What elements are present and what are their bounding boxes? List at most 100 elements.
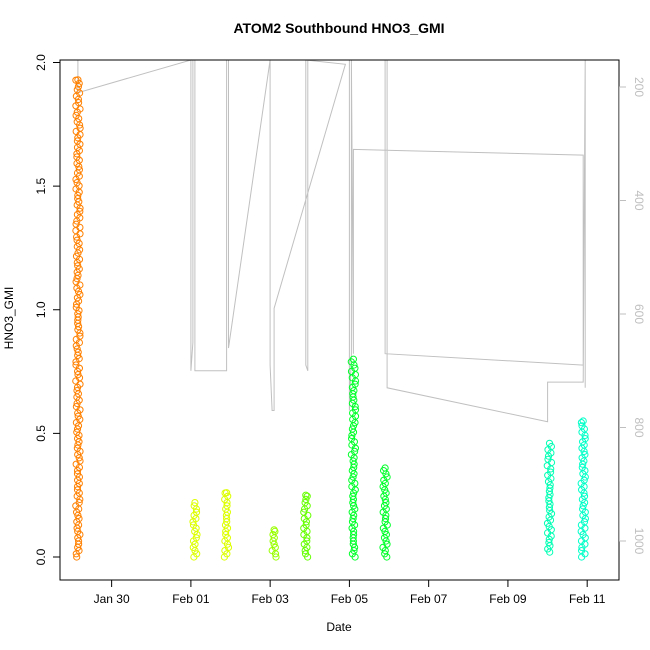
chart-title: ATOM2 Southbound HNO3_GMI	[233, 20, 444, 36]
data-point	[578, 463, 586, 471]
data-point	[581, 435, 589, 443]
series-2	[220, 489, 233, 561]
data-point	[223, 502, 231, 510]
y-tick-label: 1.0	[34, 301, 48, 318]
data-point	[544, 455, 552, 463]
data-point	[224, 543, 233, 552]
y2-tick-label: 400	[632, 190, 646, 210]
data-point	[303, 537, 311, 545]
data-point	[577, 419, 586, 427]
data-point	[72, 220, 80, 228]
data-point	[192, 534, 200, 542]
data-point	[73, 444, 82, 452]
plot-frame	[59, 59, 620, 581]
data-point	[73, 86, 81, 94]
data-point	[351, 380, 359, 388]
data-point	[73, 236, 81, 244]
x-tick-label: Feb 03	[251, 592, 289, 606]
data-point	[580, 492, 589, 500]
y-tick-label: 0.5	[34, 425, 48, 442]
series-8	[577, 417, 590, 561]
data-point	[351, 505, 359, 513]
data-point	[383, 540, 391, 548]
pressure-trace-line	[77, 59, 586, 423]
y2-tick-label: 800	[632, 417, 646, 437]
data-point	[302, 495, 310, 503]
data-point	[578, 547, 586, 555]
y2-tick-label: 1000	[632, 528, 646, 555]
y-axis-left: 0.0 0.5 1.0 1.5 2.0	[34, 54, 61, 565]
data-point	[381, 550, 389, 558]
data-point	[222, 531, 230, 539]
data-point	[349, 492, 357, 500]
data-point	[73, 387, 81, 395]
series-0	[72, 76, 84, 561]
data-point	[73, 486, 82, 494]
y-tick-label: 1.5	[34, 177, 48, 194]
data-point	[545, 538, 553, 547]
x-tick-label: Feb 05	[331, 592, 369, 606]
series-4	[300, 491, 312, 561]
data-point	[73, 345, 81, 353]
data-point	[271, 543, 279, 552]
data-point	[578, 422, 586, 430]
data-point	[580, 518, 589, 526]
x-tick-label: Feb 07	[410, 592, 448, 606]
y-axis-right: 200 400 600 800 1000	[619, 77, 646, 555]
data-point	[75, 499, 83, 507]
data-point	[351, 406, 360, 414]
data-point	[76, 207, 84, 215]
data-point	[76, 124, 84, 132]
data-point	[382, 499, 390, 507]
x-axis-label: Date	[326, 620, 352, 634]
y-axis-label: HNO3_GMI	[2, 287, 16, 350]
data-point	[75, 515, 83, 523]
data-point	[223, 489, 231, 497]
data-point	[190, 502, 198, 510]
data-point	[73, 137, 82, 145]
data-point	[72, 111, 80, 120]
data-point	[351, 447, 359, 455]
series-6	[379, 464, 391, 561]
y-tick-label: 2.0	[34, 54, 48, 71]
data-point	[73, 428, 81, 436]
data-point	[545, 439, 554, 447]
data-point	[76, 332, 84, 340]
data-point	[301, 499, 309, 507]
data-point	[349, 355, 357, 363]
data-point	[74, 262, 82, 270]
data-point	[348, 476, 356, 484]
data-point	[74, 412, 82, 420]
pressure-trace-layer	[77, 59, 586, 423]
data-point	[382, 531, 390, 539]
y2-tick-label: 600	[632, 304, 646, 324]
data-point	[72, 361, 80, 369]
data-point	[192, 508, 201, 516]
x-tick-label: Jan 30	[94, 592, 130, 606]
x-axis: Jan 30 Feb 01 Feb 03 Feb 05 Feb 07 Feb 09 Feb …	[94, 579, 606, 606]
data-point	[381, 464, 389, 472]
data-point	[74, 195, 82, 203]
data-point	[303, 492, 311, 500]
data-point	[74, 310, 82, 318]
data-point	[73, 470, 82, 478]
data-point	[579, 417, 587, 425]
data-point	[74, 76, 82, 84]
x-tick-label: Feb 09	[489, 592, 527, 606]
data-point	[348, 467, 356, 475]
data-point	[189, 521, 198, 529]
y2-tick-label: 200	[632, 77, 646, 97]
data-point	[348, 425, 356, 433]
data-point	[73, 553, 81, 561]
data-point	[302, 491, 310, 499]
series-3	[268, 526, 280, 561]
data-point	[76, 457, 84, 465]
series-5	[347, 355, 360, 561]
data-point	[579, 505, 587, 513]
data-point	[73, 179, 81, 187]
data-point	[272, 553, 280, 561]
data-point	[581, 451, 589, 459]
data-point	[76, 291, 84, 299]
data-points-layer	[72, 76, 590, 561]
